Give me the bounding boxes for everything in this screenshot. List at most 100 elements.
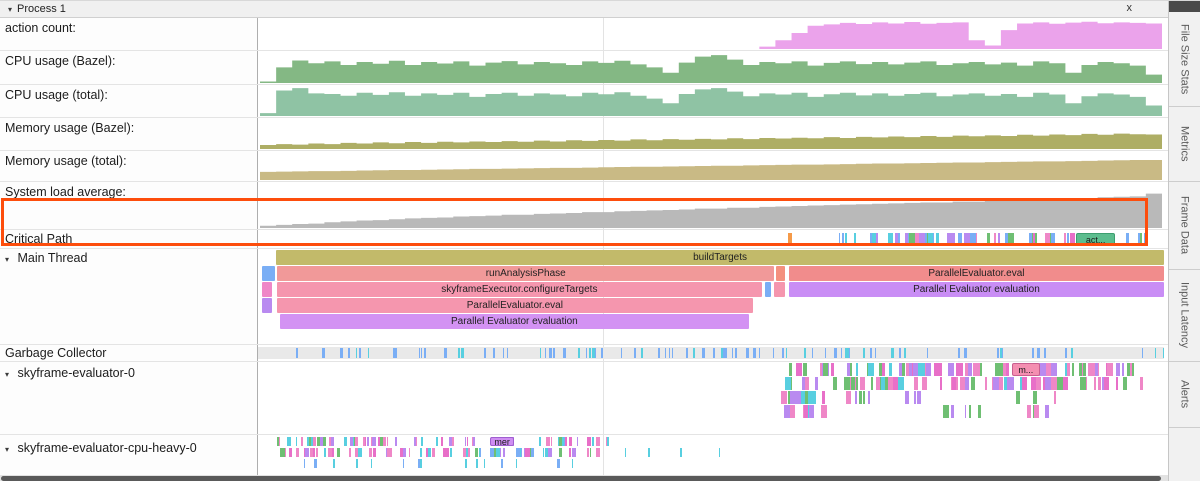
trace-event-tick[interactable] [586,448,590,457]
trace-event-tick[interactable] [374,437,376,446]
trace-event-tick[interactable] [444,348,448,358]
trace-event-tick[interactable] [669,348,671,358]
trace-event-tick[interactable] [1002,363,1009,376]
trace-event-tick[interactable] [641,348,644,358]
trace-event-tick[interactable] [680,448,682,457]
trace-event-tick[interactable] [924,233,928,246]
trace-event-tick[interactable] [1067,233,1070,246]
trace-event-tick[interactable] [912,363,918,376]
trace-event-tick[interactable] [1115,377,1118,390]
trace-event-tick[interactable] [1034,405,1039,418]
trace-event-tick[interactable] [606,437,609,446]
trace-event-tick[interactable] [1127,233,1130,246]
trace-event-tick[interactable] [854,391,858,404]
trace-event-tick[interactable] [592,348,595,358]
trace-event-tick[interactable] [964,405,967,418]
trace-event-tick[interactable] [312,437,317,446]
trace-event-tick[interactable] [956,363,963,376]
trace-event-tick[interactable] [1083,363,1087,376]
trace-event-tick[interactable] [1065,348,1067,358]
trace-event-tick[interactable] [452,437,455,446]
trace-event-tick[interactable] [624,448,626,457]
trace-event-tick[interactable] [402,448,406,457]
trace-event-tick[interactable] [918,233,926,246]
trace-event-tick[interactable] [607,437,609,446]
trace-event-tick[interactable] [463,448,467,457]
trace-event-tick[interactable] [860,377,866,390]
trace-event-tick[interactable] [934,363,938,376]
trace-event-tick[interactable] [449,437,453,446]
trace-event-tick[interactable] [369,448,372,457]
trace-event-tick[interactable] [846,391,849,404]
trace-event-tick[interactable] [922,377,928,390]
trace-event-tick[interactable] [620,348,622,358]
trace-event-tick[interactable] [811,348,813,358]
trace-event-tick[interactable] [964,348,967,358]
trace-event-tick[interactable] [549,348,552,358]
trace-event-tick[interactable] [844,233,847,246]
trace-event-tick[interactable] [853,233,857,246]
trace-event-tick[interactable] [802,363,808,376]
trace-event-tick[interactable] [984,377,988,390]
trace-event-tick[interactable] [995,377,999,390]
trace-event-tick[interactable] [1063,233,1067,246]
tab-file-size-stats[interactable]: File Size Stats [1169,12,1200,107]
trace-event-tick[interactable] [1036,377,1042,390]
trace-event-tick[interactable] [847,348,849,358]
trace-event-tick[interactable] [324,448,327,457]
trace-event-tick[interactable] [1137,233,1141,246]
trace-event-tick[interactable] [633,348,637,358]
trace-event-tick[interactable] [945,405,950,418]
trace-event-tick[interactable] [879,363,883,376]
trace-event-tick[interactable] [905,363,910,376]
trace-slice[interactable] [261,298,272,313]
trace-event-tick[interactable] [960,377,966,390]
trace-event-tick[interactable] [1049,377,1053,390]
trace-event-tick[interactable] [330,437,334,446]
trace-event-tick[interactable] [1106,363,1113,376]
trace-event-tick[interactable] [720,348,724,358]
trace-event-tick[interactable] [1026,405,1031,418]
trace-event-tick[interactable] [882,363,886,376]
trace-event-tick[interactable] [849,363,853,376]
trace-event-tick[interactable] [999,348,1002,358]
trace-event-tick[interactable] [823,363,829,376]
trace-event-tick[interactable] [1079,377,1086,390]
trace-slice[interactable]: buildTargets [276,250,1164,265]
trace-event-tick[interactable] [854,377,858,390]
trace-event-tick[interactable] [539,348,541,358]
trace-slice-label-badge[interactable]: m... [1011,363,1040,376]
trace-event-tick[interactable] [295,437,298,446]
trace-event-tick[interactable] [909,363,912,376]
trace-event-tick[interactable] [1034,233,1037,246]
trace-event-tick[interactable] [881,377,885,390]
trace-event-tick[interactable] [917,391,922,404]
trace-event-tick[interactable] [801,377,806,390]
action-count-chart[interactable] [260,20,1162,49]
trace-slice-label-badge[interactable]: act... [1076,233,1116,246]
trace-event-tick[interactable] [1028,233,1034,246]
trace-event-tick[interactable] [494,348,496,358]
system-load-chart[interactable] [260,184,1162,228]
trace-event-tick[interactable] [991,377,994,390]
trace-event-tick[interactable] [1051,377,1058,390]
trace-slice[interactable]: ParallelEvaluator.eval [788,266,1164,281]
trace-event-tick[interactable] [1006,377,1014,390]
trace-event-tick[interactable] [319,437,323,446]
trace-event-tick[interactable] [906,233,910,246]
trace-event-tick[interactable] [355,348,358,358]
trace-event-tick[interactable] [936,233,940,246]
trace-event-tick[interactable] [593,348,597,358]
tab-input-latency[interactable]: Input Latency [1169,270,1200,362]
trace-event-tick[interactable] [1140,233,1142,246]
trace-event-tick[interactable] [844,348,847,358]
trace-event-tick[interactable] [569,448,571,457]
trace-event-tick[interactable] [408,448,411,457]
trace-event-tick[interactable] [847,348,851,358]
tab-frame-data[interactable]: Frame Data [1169,182,1200,270]
trace-event-tick[interactable] [382,437,386,446]
trace-event-tick[interactable] [895,233,898,246]
trace-event-tick[interactable] [1097,377,1102,390]
trace-event-tick[interactable] [851,377,855,390]
trace-event-tick[interactable] [502,348,505,358]
